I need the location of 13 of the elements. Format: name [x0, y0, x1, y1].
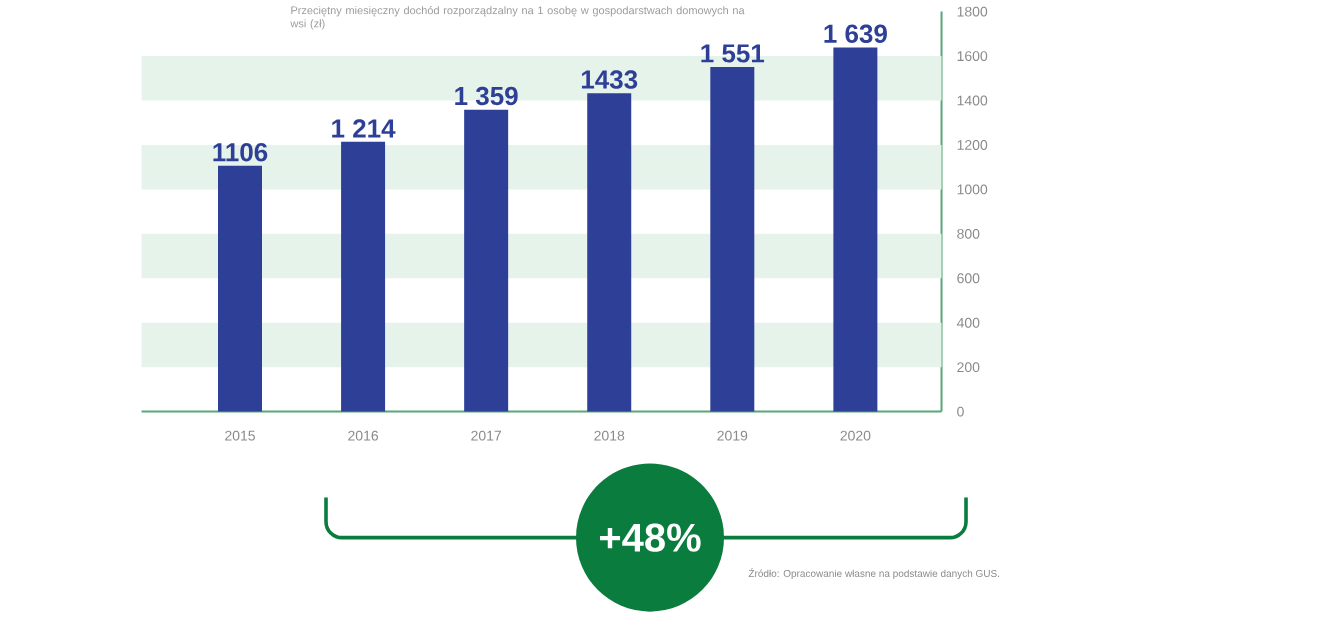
data-label: 1 214 — [332, 119, 396, 138]
bar — [218, 166, 262, 412]
data-label: 1106 — [213, 143, 268, 162]
text: +48% — [599, 523, 701, 552]
bar — [833, 47, 878, 412]
data-label: 1 551 — [701, 44, 765, 63]
data-label: 1 639 — [824, 24, 887, 44]
bar — [587, 93, 632, 412]
data-label: 1 359 — [455, 86, 518, 106]
bar — [464, 109, 509, 412]
bar — [341, 142, 386, 412]
bar — [710, 67, 755, 412]
data-label: 1433 — [581, 70, 638, 89]
